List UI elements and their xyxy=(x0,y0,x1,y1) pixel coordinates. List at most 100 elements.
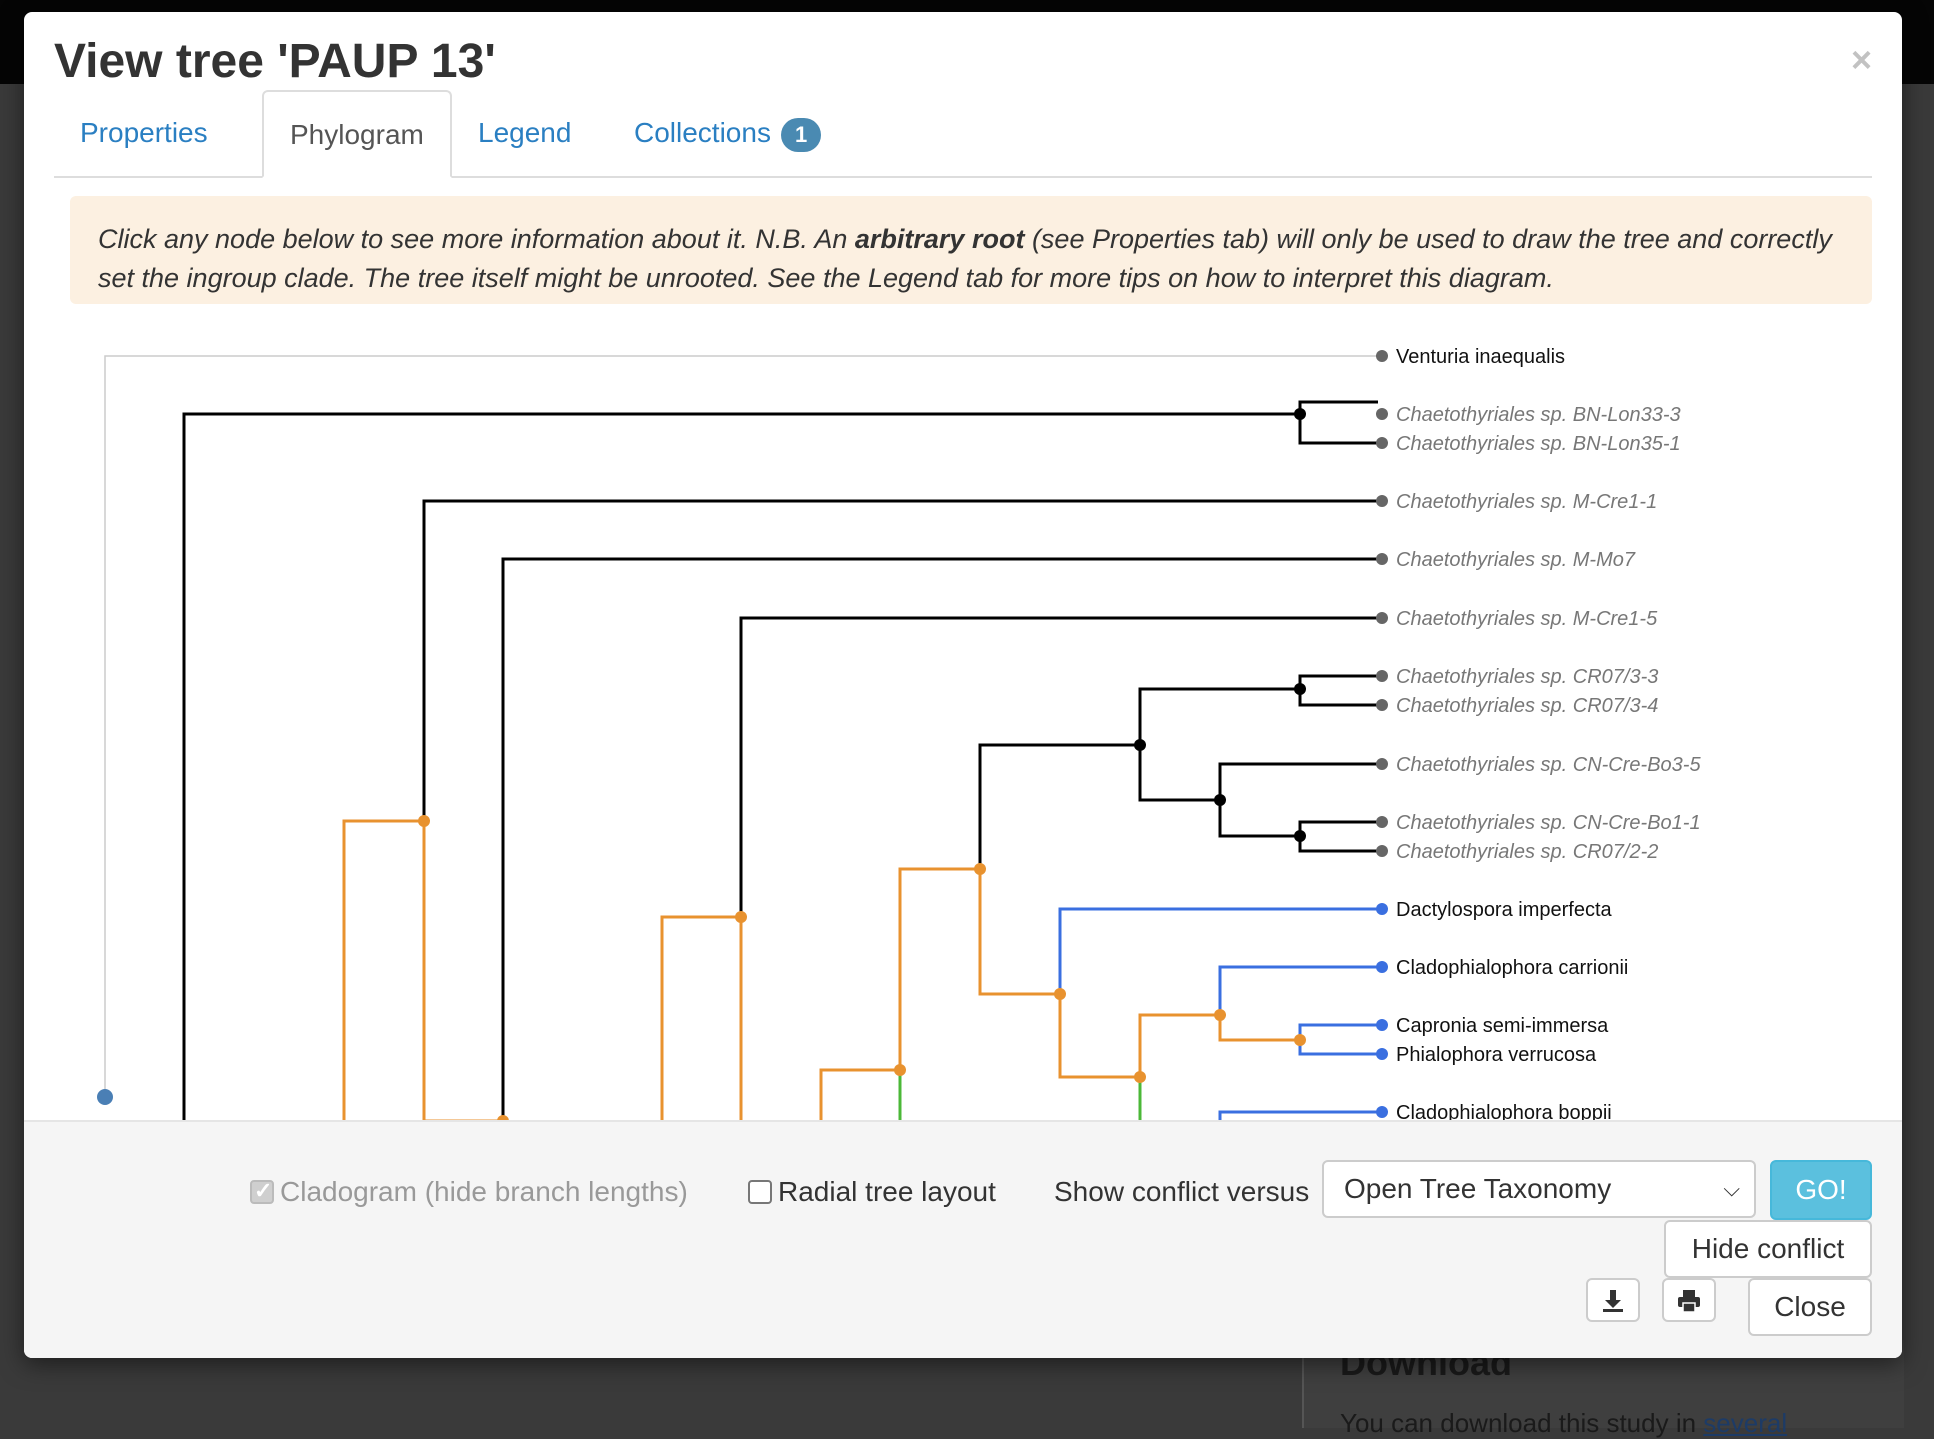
download-icon xyxy=(1603,1290,1623,1313)
tree-branch xyxy=(342,819,503,1132)
tree-branch xyxy=(1298,1023,1378,1056)
internal-node[interactable] xyxy=(1294,683,1306,695)
radial-layout-label: Radial tree layout xyxy=(778,1176,996,1207)
tree-branch xyxy=(1138,687,1300,802)
close-button[interactable]: Close xyxy=(1748,1278,1872,1336)
leaf-label[interactable]: Chaetothyriales sp. BN-Lon33-3 xyxy=(1396,404,1681,426)
conflict-node[interactable] xyxy=(418,815,430,827)
phylogram-area: Venturia inaequalis Chaetothyriales sp. B… xyxy=(24,324,1902,1132)
root-node[interactable] xyxy=(97,1089,113,1105)
tree-labels: Venturia inaequalis Chaetothyriales sp. B… xyxy=(1396,346,1701,1124)
conflict-versus-label: Show conflict versus xyxy=(1054,1176,1310,1207)
tree-branch xyxy=(1058,907,1378,994)
tree-branch xyxy=(501,557,1378,1132)
leaf-label[interactable]: Chaetothyriales sp. CR07/3-3 xyxy=(1396,666,1658,688)
leaf-node[interactable] xyxy=(1376,553,1388,565)
cladogram-label: Cladogram (hide branch lengths) xyxy=(280,1176,688,1207)
conflict-source-select[interactable]: Open Tree Taxonomy ⌵ xyxy=(1322,1160,1756,1218)
leaf-label[interactable]: Capronia semi-immersa xyxy=(1396,1015,1609,1037)
download-button[interactable] xyxy=(1586,1278,1640,1322)
notice-text-1: Click any node below to see more informa… xyxy=(98,224,855,254)
tree-branch xyxy=(422,499,1378,821)
radial-option: Radial tree layout xyxy=(748,1176,996,1208)
leaf-node[interactable] xyxy=(1376,408,1388,420)
tree-branch xyxy=(1138,1013,1300,1077)
modal-title: View tree 'PAUP 13' xyxy=(54,35,496,88)
leaf-node[interactable] xyxy=(1376,903,1388,915)
outgroup-branch xyxy=(104,355,1378,1097)
info-notice: Click any node below to see more informa… xyxy=(70,196,1872,304)
hide-conflict-button[interactable]: Hide conflict xyxy=(1664,1220,1872,1278)
internal-node[interactable] xyxy=(1294,830,1306,842)
leaf-node[interactable] xyxy=(1376,961,1388,973)
leaf-node[interactable] xyxy=(1376,699,1388,711)
leaf-node[interactable] xyxy=(1376,845,1388,857)
leaf-node[interactable] xyxy=(1376,1048,1388,1060)
tab-bar: Properties Phylogram Legend Collections 1 xyxy=(54,90,1872,178)
notice-bold-arbitrary-root: arbitrary root xyxy=(854,224,1025,254)
tab-phylogram[interactable]: Phylogram xyxy=(262,90,452,178)
notice-text-2: (see Properties tab) will only be used t… xyxy=(98,224,1832,293)
cladogram-checkbox[interactable] xyxy=(250,1178,274,1204)
leaf-label[interactable]: Chaetothyriales sp. M-Cre1-1 xyxy=(1396,491,1657,513)
tab-legend[interactable]: Legend xyxy=(478,117,572,148)
tree-branch xyxy=(978,869,1060,996)
conflict-select-value: Open Tree Taxonomy xyxy=(1344,1173,1612,1204)
tab-properties[interactable]: Properties xyxy=(80,117,208,148)
leaf-label[interactable]: Chaetothyriales sp. BN-Lon35-1 xyxy=(1396,433,1681,455)
tree-branch xyxy=(1298,400,1378,445)
tree-branch xyxy=(1298,674,1378,707)
tree-branch xyxy=(739,616,1378,917)
tab-collections-label: Collections xyxy=(634,117,771,148)
leaf-label[interactable]: Venturia inaequalis xyxy=(1396,346,1565,368)
conflict-node[interactable] xyxy=(974,863,986,875)
background-text-prefix: You can download this study in xyxy=(1340,1408,1704,1438)
leaf-node[interactable] xyxy=(1376,1106,1388,1118)
leaf-label[interactable]: Chaetothyriales sp. M-Cre1-5 xyxy=(1396,608,1658,630)
leaf-label[interactable]: Chaetothyriales sp. M-Mo7 xyxy=(1396,549,1636,571)
leaf-label[interactable]: Dactylospora imperfecta xyxy=(1396,899,1613,921)
leaf-node[interactable] xyxy=(1376,495,1388,507)
conflict-node[interactable] xyxy=(735,911,747,923)
leaf-label[interactable]: Chaetothyriales sp. CN-Cre-Bo3-5 xyxy=(1396,754,1701,776)
tree-branch xyxy=(1058,994,1140,1079)
tree-branch xyxy=(660,915,743,1132)
internal-node[interactable] xyxy=(1134,739,1146,751)
conflict-node[interactable] xyxy=(1294,1034,1306,1046)
conflict-node[interactable] xyxy=(1054,988,1066,1000)
conflict-node[interactable] xyxy=(1214,1009,1226,1021)
leaf-node[interactable] xyxy=(1376,1019,1388,1031)
conflict-node[interactable] xyxy=(1134,1071,1146,1083)
go-button[interactable]: GO! xyxy=(1770,1160,1872,1220)
internal-node[interactable] xyxy=(1294,408,1306,420)
internal-node[interactable] xyxy=(1214,794,1226,806)
tree-branch xyxy=(182,412,1300,1132)
cladogram-option: Cladogram (hide branch lengths) xyxy=(250,1176,688,1208)
tree-branch xyxy=(1218,762,1378,838)
background-several-link[interactable]: several xyxy=(1703,1408,1788,1438)
radial-layout-checkbox[interactable] xyxy=(748,1180,772,1204)
leaf-node[interactable] xyxy=(1376,670,1388,682)
tree-branches xyxy=(104,355,1378,1132)
conflict-node[interactable] xyxy=(894,1064,906,1076)
leaf-label[interactable]: Cladophialophora carrionii xyxy=(1396,957,1628,979)
collections-count-badge: 1 xyxy=(780,117,822,152)
leaf-node[interactable] xyxy=(1376,758,1388,770)
leaf-label[interactable]: Chaetothyriales sp. CR07/2-2 xyxy=(1396,841,1658,863)
leaf-node[interactable] xyxy=(1376,350,1388,362)
leaf-node[interactable] xyxy=(1376,816,1388,828)
print-button[interactable] xyxy=(1662,1278,1716,1322)
tree-branch xyxy=(1298,820,1378,853)
view-tree-modal: View tree 'PAUP 13' × Properties Phylogr… xyxy=(24,12,1902,1358)
leaf-label[interactable]: Chaetothyriales sp. CN-Cre-Bo1-1 xyxy=(1396,812,1701,834)
leaf-label[interactable]: Phialophora verrucosa xyxy=(1396,1044,1597,1066)
print-icon xyxy=(1678,1290,1700,1313)
tree-branch xyxy=(978,743,1140,869)
leaf-node[interactable] xyxy=(1376,612,1388,624)
tab-collections[interactable]: Collections 1 xyxy=(608,90,847,176)
leaf-label[interactable]: Chaetothyriales sp. CR07/3-4 xyxy=(1396,695,1658,717)
close-icon[interactable]: × xyxy=(1850,39,1872,80)
chevron-down-icon: ⌵ xyxy=(1723,1176,1740,1201)
leaf-node[interactable] xyxy=(1376,437,1388,449)
leaf-label[interactable]: Cladophialophora boppii xyxy=(1396,1102,1612,1124)
